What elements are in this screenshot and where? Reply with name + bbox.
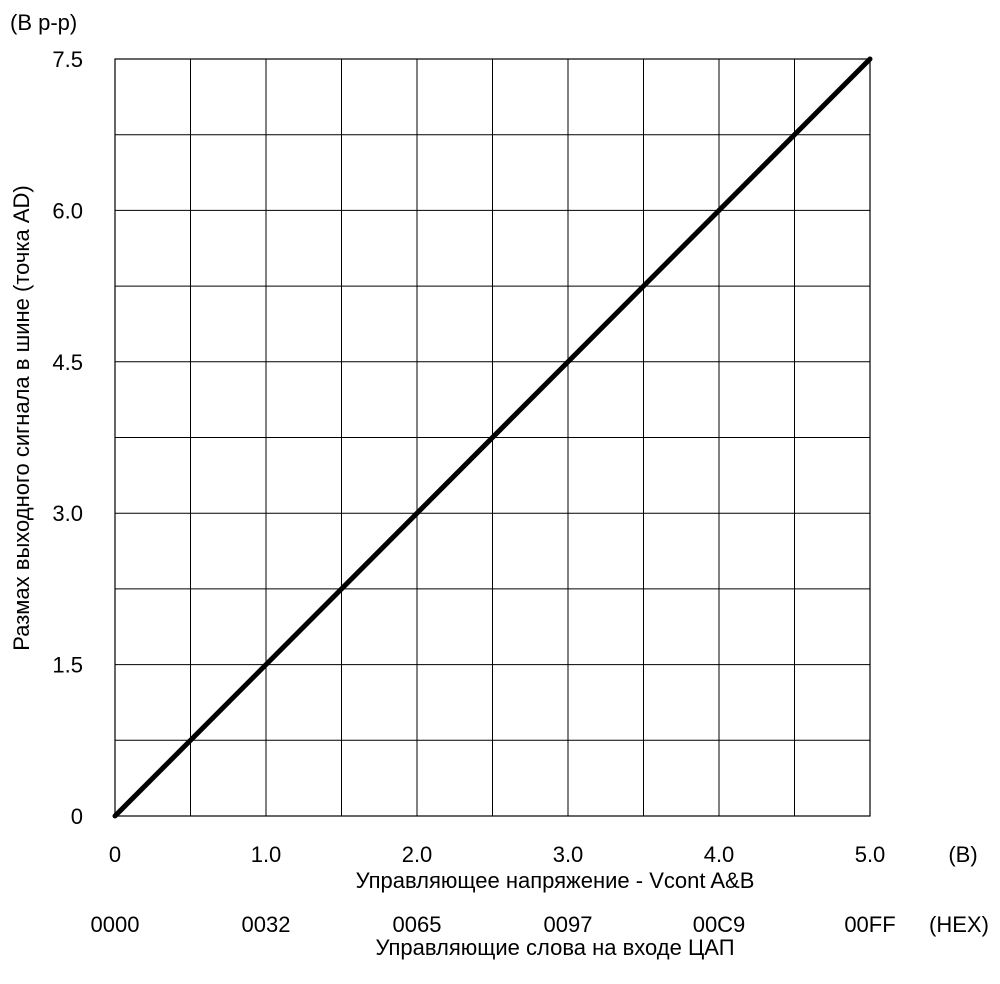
hex-tick-label: 0000 [91, 912, 140, 937]
hex-unit-label: (HEX) [929, 912, 989, 937]
y-tick-label: 6.0 [52, 198, 83, 223]
y-axis-title: Размах выходного сигнала в шине (точка A… [9, 185, 34, 650]
hex-tick-label: 0097 [544, 912, 593, 937]
hex-tick-label: 0032 [242, 912, 291, 937]
x-tick-label: 3.0 [553, 842, 584, 867]
series-group [112, 56, 873, 819]
y-tick-label: 3.0 [52, 501, 83, 526]
x-tick-label: 5.0 [855, 842, 886, 867]
hex-tick-label: 00C9 [693, 912, 746, 937]
x-unit-label: (В) [948, 842, 977, 867]
x-tick-label: 1.0 [251, 842, 282, 867]
hex-tick-label: 0065 [393, 912, 442, 937]
x-tick-label: 4.0 [704, 842, 735, 867]
plot-frame [114, 58, 871, 817]
y-tick-label: 1.5 [52, 653, 83, 678]
y-tick-labels: 0 1.5 3.0 4.5 6.0 7.5 [52, 47, 83, 829]
y-tick-label: 0 [71, 804, 83, 829]
x-axis-title: Управляющее напряжение - Vcont A&B [356, 868, 755, 893]
y-tick-label: 7.5 [52, 47, 83, 72]
x-tick-label: 0 [109, 842, 121, 867]
dac-words-axis-title: Управляющие слова на входе ЦАП [375, 935, 734, 960]
x-tick-labels: 0 1.0 2.0 3.0 4.0 5.0 [109, 842, 885, 867]
series-line [112, 56, 873, 819]
hex-tick-label: 00FF [844, 912, 895, 937]
y-tick-label: 4.5 [52, 350, 83, 375]
y-unit-label: (В p-p) [10, 10, 77, 35]
hex-tick-labels: 0000 0032 0065 0097 00C9 00FF [91, 912, 896, 937]
x-tick-label: 2.0 [402, 842, 433, 867]
